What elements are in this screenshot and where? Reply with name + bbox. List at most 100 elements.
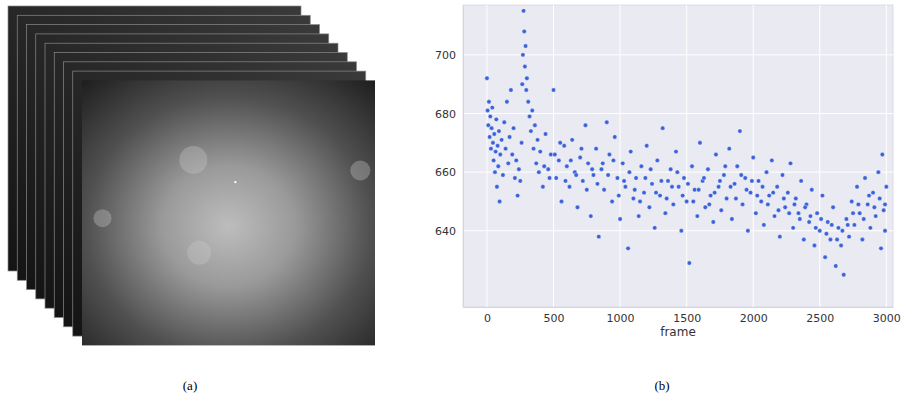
tick: 1000 bbox=[607, 307, 635, 325]
point bbox=[523, 64, 527, 68]
point bbox=[542, 164, 546, 168]
point bbox=[543, 132, 547, 136]
point bbox=[618, 217, 622, 221]
point bbox=[515, 193, 519, 197]
point bbox=[601, 161, 605, 165]
plot-background bbox=[463, 5, 893, 307]
point bbox=[638, 199, 642, 203]
point bbox=[871, 190, 875, 194]
point bbox=[750, 179, 754, 183]
point bbox=[606, 173, 610, 177]
point bbox=[707, 202, 711, 206]
point bbox=[814, 226, 818, 230]
point bbox=[802, 237, 806, 241]
point bbox=[850, 199, 854, 203]
point bbox=[675, 170, 679, 174]
point bbox=[655, 158, 659, 162]
point bbox=[740, 202, 744, 206]
grid-line-x bbox=[486, 5, 487, 307]
point bbox=[670, 185, 674, 189]
point bbox=[836, 226, 840, 230]
point bbox=[581, 179, 585, 183]
point bbox=[518, 179, 522, 183]
point bbox=[639, 164, 643, 168]
point bbox=[778, 234, 782, 238]
point bbox=[743, 176, 747, 180]
point bbox=[698, 141, 702, 145]
point bbox=[611, 158, 615, 162]
point bbox=[883, 229, 887, 233]
point bbox=[627, 170, 631, 174]
point bbox=[495, 185, 499, 189]
point bbox=[780, 173, 784, 177]
point bbox=[502, 120, 506, 124]
point bbox=[645, 144, 649, 148]
point bbox=[507, 135, 511, 139]
point bbox=[851, 211, 855, 215]
point bbox=[692, 188, 696, 192]
point bbox=[727, 146, 731, 150]
point bbox=[718, 179, 722, 183]
point bbox=[607, 152, 611, 156]
point bbox=[872, 205, 876, 209]
point bbox=[883, 202, 887, 206]
point bbox=[828, 237, 832, 241]
grid-line-x bbox=[620, 5, 621, 307]
point bbox=[764, 170, 768, 174]
image-bright-pixel bbox=[234, 181, 236, 183]
grid bbox=[463, 5, 893, 307]
point bbox=[527, 114, 531, 118]
tick: 2000 bbox=[740, 307, 768, 325]
point bbox=[881, 208, 885, 212]
point bbox=[551, 88, 555, 92]
point bbox=[775, 185, 779, 189]
tick: 500 bbox=[544, 307, 565, 325]
point bbox=[602, 188, 606, 192]
point bbox=[723, 164, 727, 168]
point bbox=[597, 234, 601, 238]
point bbox=[706, 167, 710, 171]
point bbox=[546, 167, 550, 171]
point bbox=[650, 182, 654, 186]
tick: 660 bbox=[435, 166, 463, 179]
point bbox=[730, 217, 734, 221]
point bbox=[570, 138, 574, 142]
point bbox=[574, 173, 578, 177]
point bbox=[489, 126, 493, 130]
point bbox=[579, 146, 583, 150]
point bbox=[819, 217, 823, 221]
point bbox=[599, 167, 603, 171]
point bbox=[633, 188, 637, 192]
point bbox=[791, 226, 795, 230]
point bbox=[842, 273, 846, 277]
point bbox=[487, 100, 491, 104]
point bbox=[649, 167, 653, 171]
point bbox=[684, 199, 688, 203]
tick-label: 2000 bbox=[740, 312, 768, 325]
point bbox=[807, 220, 811, 224]
point bbox=[537, 170, 541, 174]
tick-label: 1000 bbox=[607, 312, 635, 325]
point bbox=[503, 146, 507, 150]
point bbox=[772, 214, 776, 218]
point bbox=[493, 170, 497, 174]
point bbox=[877, 196, 881, 200]
point bbox=[856, 202, 860, 206]
point bbox=[590, 167, 594, 171]
tick: 0 bbox=[484, 307, 491, 325]
point bbox=[653, 226, 657, 230]
point bbox=[796, 211, 800, 215]
point bbox=[867, 193, 871, 197]
point bbox=[815, 211, 819, 215]
point bbox=[818, 229, 822, 233]
point bbox=[835, 237, 839, 241]
point bbox=[762, 223, 766, 227]
point bbox=[716, 185, 720, 189]
point bbox=[735, 164, 739, 168]
point bbox=[526, 100, 530, 104]
point bbox=[799, 179, 803, 183]
point bbox=[626, 246, 630, 250]
x-axis: 050010001500200025003000 bbox=[464, 307, 901, 325]
point bbox=[531, 146, 535, 150]
point bbox=[617, 193, 621, 197]
